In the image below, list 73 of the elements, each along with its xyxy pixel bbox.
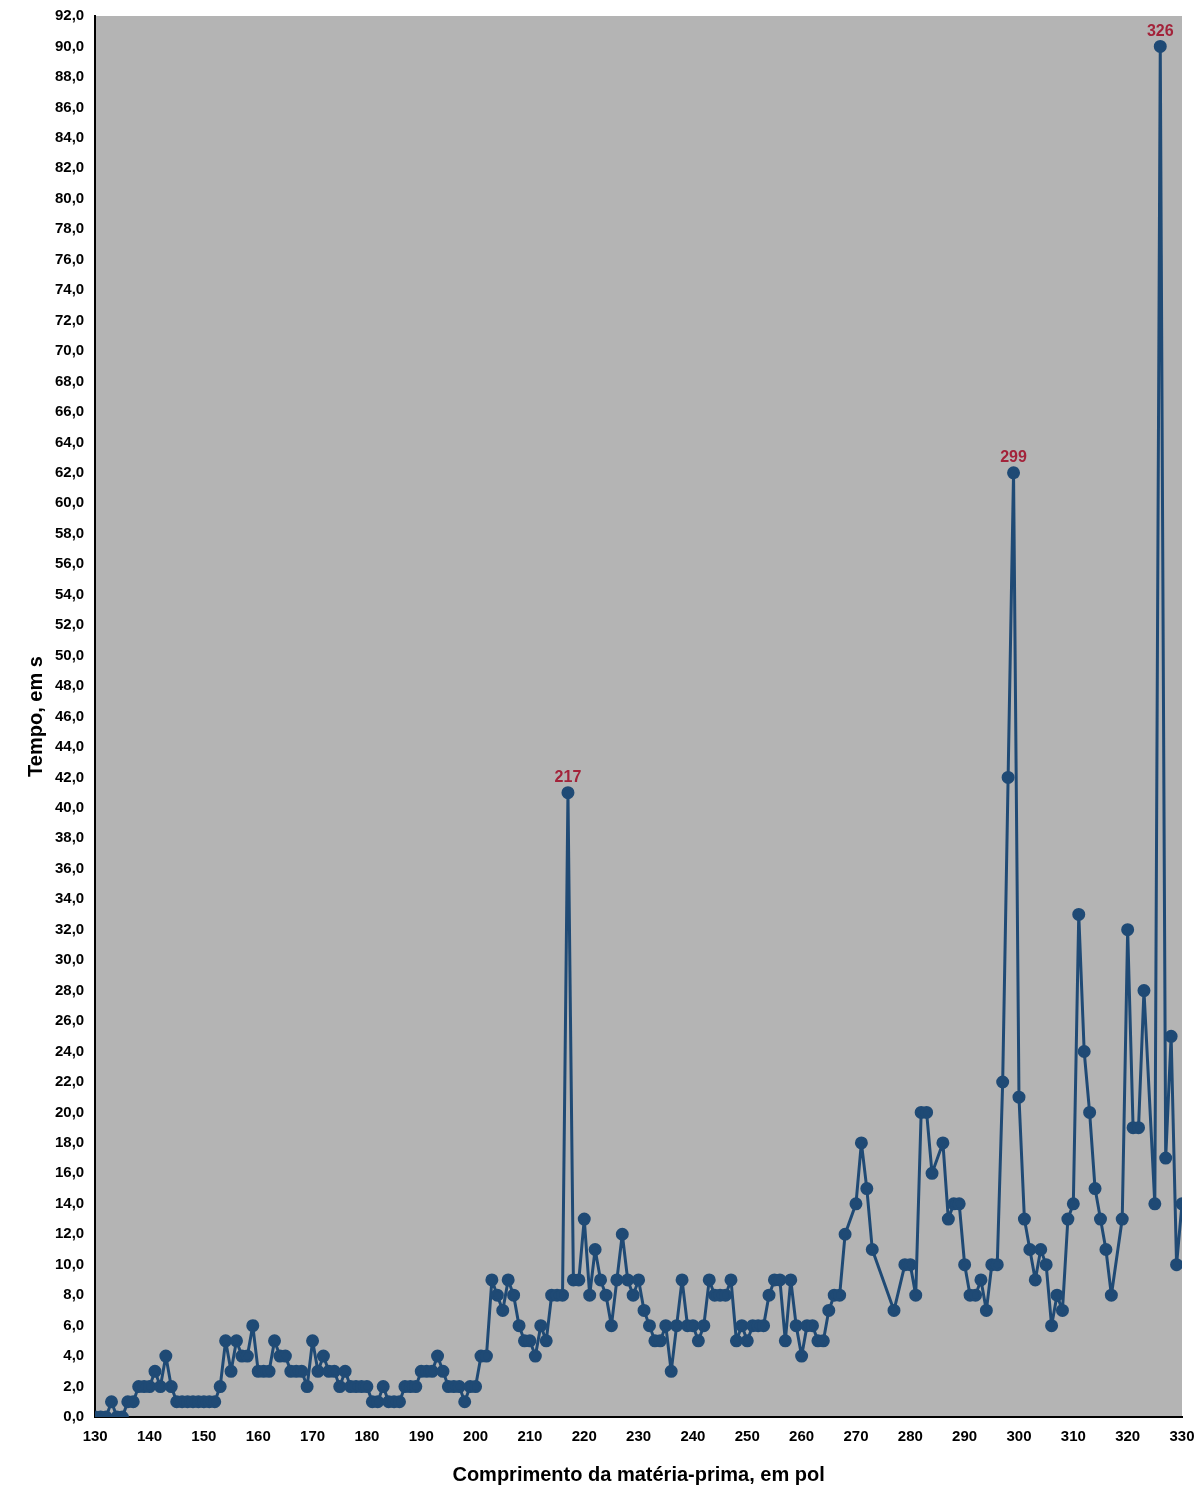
y-tick-label: 24,0 xyxy=(54,1041,85,1059)
y-tick-label: 0,0 xyxy=(63,1407,85,1425)
y-tick-label: 62,0 xyxy=(54,462,85,480)
y-tick-label: 4,0 xyxy=(63,1346,85,1364)
y-tick-label: 58,0 xyxy=(54,523,85,541)
x-tick-label: 180 xyxy=(354,1427,380,1445)
y-tick-label: 36,0 xyxy=(54,858,85,876)
y-tick-label: 84,0 xyxy=(54,127,85,145)
y-tick-label: 28,0 xyxy=(54,980,85,998)
y-tick-label: 6,0 xyxy=(63,1315,85,1333)
y-tick-label: 16,0 xyxy=(54,1163,85,1181)
y-tick-label: 8,0 xyxy=(63,1285,85,1303)
y-tick-label: 26,0 xyxy=(54,1011,85,1029)
y-tick-label: 52,0 xyxy=(54,615,85,633)
y-tick-label: 30,0 xyxy=(54,950,85,968)
y-tick-label: 60,0 xyxy=(54,493,85,511)
y-tick-label: 90,0 xyxy=(54,36,85,54)
x-tick-label: 300 xyxy=(1006,1427,1032,1445)
x-tick-label: 130 xyxy=(82,1427,108,1445)
y-tick-label: 56,0 xyxy=(54,554,85,572)
x-tick-label: 150 xyxy=(191,1427,217,1445)
y-tick-label: 82,0 xyxy=(54,158,85,176)
y-tick-label: 20,0 xyxy=(54,1102,85,1120)
x-axis-title: Comprimento da matéria-prima, em pol xyxy=(452,1462,825,1485)
x-tick-label: 250 xyxy=(734,1427,760,1445)
y-tick-label: 68,0 xyxy=(54,371,85,389)
y-tick-label: 88,0 xyxy=(54,67,85,85)
y-tick-label: 64,0 xyxy=(54,432,85,450)
x-tick-label: 170 xyxy=(300,1427,326,1445)
y-tick-label: 14,0 xyxy=(54,1193,85,1211)
x-tick-label: 240 xyxy=(680,1427,706,1445)
x-tick-label: 260 xyxy=(789,1427,815,1445)
x-tick-label: 140 xyxy=(137,1427,163,1445)
y-tick-label: 54,0 xyxy=(54,584,85,602)
y-tick-label: 72,0 xyxy=(54,310,85,328)
annotation: 217 xyxy=(554,768,582,786)
x-tick-label: 310 xyxy=(1060,1427,1086,1445)
y-tick-label: 92,0 xyxy=(54,6,85,24)
x-tick-label: 290 xyxy=(952,1427,978,1445)
x-tick-label: 200 xyxy=(463,1427,489,1445)
x-tick-label: 190 xyxy=(408,1427,434,1445)
y-tick-label: 34,0 xyxy=(54,889,85,907)
y-tick-label: 80,0 xyxy=(54,188,85,206)
y-axis-title: Tempo, em s xyxy=(23,656,46,777)
y-tick-label: 44,0 xyxy=(54,737,85,755)
y-tick-label: 78,0 xyxy=(54,219,85,237)
y-tick-label: 32,0 xyxy=(54,919,85,937)
y-tick-label: 86,0 xyxy=(54,97,85,115)
x-tick-label: 320 xyxy=(1115,1427,1141,1445)
y-tick-label: 22,0 xyxy=(54,1072,85,1090)
y-tick-label: 74,0 xyxy=(54,280,85,298)
y-tick-label: 10,0 xyxy=(54,1254,85,1272)
x-tick-label: 160 xyxy=(245,1427,271,1445)
y-tick-label: 50,0 xyxy=(54,645,85,663)
y-tick-label: 42,0 xyxy=(54,767,85,785)
y-tick-label: 40,0 xyxy=(54,798,85,816)
x-tick-label: 220 xyxy=(571,1427,597,1445)
x-tick-label: 210 xyxy=(517,1427,543,1445)
annotation: 326 xyxy=(1146,21,1174,39)
y-tick-label: 38,0 xyxy=(54,828,85,846)
y-tick-label: 2,0 xyxy=(63,1376,85,1394)
x-tick-label: 280 xyxy=(897,1427,923,1445)
x-tick-label: 230 xyxy=(626,1427,652,1445)
y-tick-label: 76,0 xyxy=(54,249,85,267)
y-tick-label: 70,0 xyxy=(54,341,85,359)
x-tick-label: 270 xyxy=(843,1427,869,1445)
x-tick-label: 330 xyxy=(1169,1427,1195,1445)
y-tick-label: 46,0 xyxy=(54,706,85,724)
y-tick-label: 48,0 xyxy=(54,676,85,694)
annotation: 299 xyxy=(1000,448,1027,466)
y-tick-label: 66,0 xyxy=(54,402,85,420)
y-tick-label: 12,0 xyxy=(54,1224,85,1242)
y-tick-label: 18,0 xyxy=(54,1133,85,1151)
